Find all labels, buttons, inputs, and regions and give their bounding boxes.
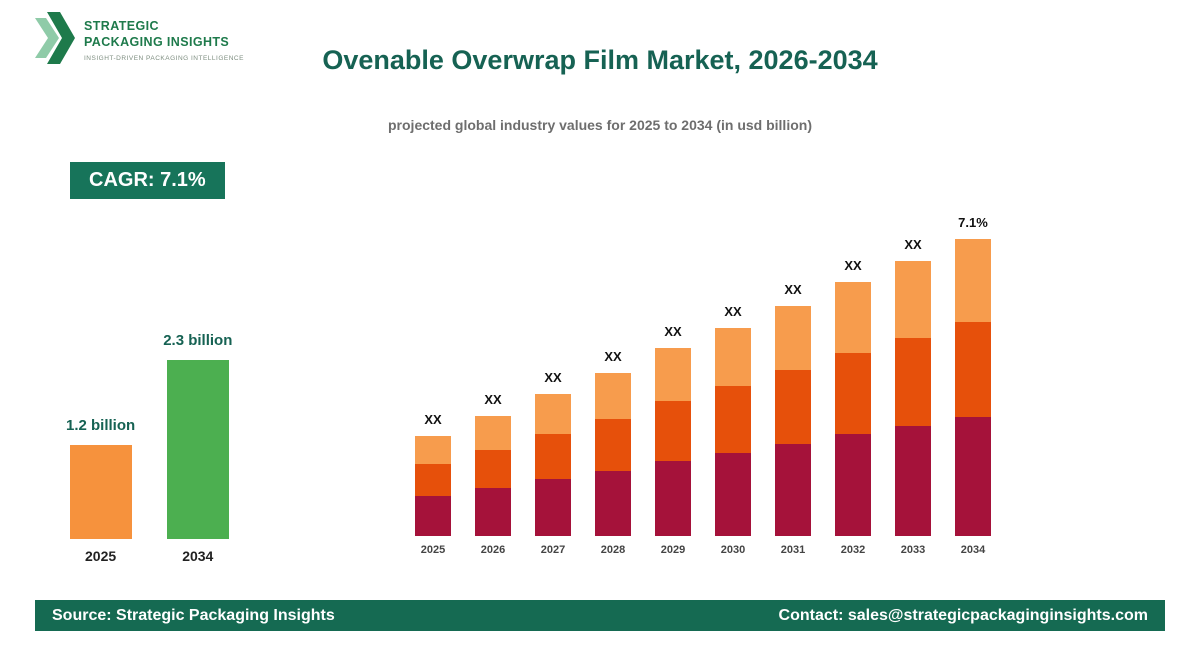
bar-year-label: 2025 — [85, 548, 117, 564]
bar-value-label: XX — [904, 237, 922, 252]
segment-middle — [415, 464, 451, 496]
comparison-bar-group: 1.2 billion 2025 — [66, 417, 135, 564]
stacked-bar — [955, 239, 991, 536]
bar-value-label: XX — [544, 370, 562, 385]
bar-year-label: 2031 — [780, 544, 806, 556]
segment-top — [715, 328, 751, 386]
bar-year-label: 2026 — [480, 544, 506, 556]
segment-top — [955, 239, 991, 322]
bar-value-label: 2.3 billion — [163, 332, 233, 349]
bar-value-label: XX — [784, 282, 802, 297]
bar-value-label: XX — [664, 324, 682, 339]
segment-top — [415, 436, 451, 464]
segment-middle — [835, 353, 871, 434]
bar-value-label: 7.1% — [958, 215, 988, 230]
stacked-bar-group: XX 2031 — [775, 282, 811, 556]
bar-year-label: 2032 — [840, 544, 866, 556]
logo-chevron-icon — [35, 12, 75, 69]
segment-top — [535, 394, 571, 434]
segment-top — [595, 373, 631, 419]
stacked-bar — [835, 282, 871, 536]
stacked-bar — [535, 394, 571, 536]
logo-name-line2: PACKAGING INSIGHTS — [84, 35, 230, 49]
stacked-bar-group: XX 2030 — [715, 304, 751, 556]
bar-value-label: XX — [424, 412, 442, 427]
segment-bottom — [415, 496, 451, 536]
segment-middle — [895, 338, 931, 426]
bar-year-label: 2025 — [420, 544, 446, 556]
bar-year-label: 2034 — [960, 544, 986, 556]
segment-bottom — [715, 453, 751, 536]
logo-tagline: INSIGHT-DRIVEN PACKAGING INTELLIGENCE — [84, 54, 244, 62]
segment-middle — [715, 386, 751, 453]
segment-bottom — [775, 444, 811, 536]
segment-middle — [655, 401, 691, 461]
bar-value-label: 1.2 billion — [66, 417, 136, 434]
stacked-chart: XX 2025 XX 2026 XX 2027 XX 2028 XX 2029 XX 2030 XX 20… — [415, 215, 991, 556]
bar-value-label: XX — [604, 349, 622, 364]
comparison-bar — [69, 445, 132, 539]
bar-value-label: XX — [484, 392, 502, 407]
segment-top — [835, 282, 871, 353]
logo-name-line1: STRATEGIC — [84, 19, 159, 34]
bar-year-label: 2029 — [660, 544, 686, 556]
bar-year-label: 2028 — [600, 544, 626, 556]
footer-bar: Source: Strategic Packaging Insights Con… — [35, 600, 1165, 631]
segment-middle — [775, 370, 811, 444]
segment-middle — [955, 322, 991, 417]
stacked-bar — [655, 348, 691, 536]
stacked-bar-group: XX 2032 — [835, 258, 871, 556]
segment-bottom — [595, 471, 631, 536]
bar-year-label: 2027 — [540, 544, 566, 556]
stacked-bar-group: XX 2027 — [535, 370, 571, 556]
footer-source-text: Source: Strategic Packaging Insights — [52, 606, 335, 624]
stacked-bar — [475, 416, 511, 536]
stacked-bar — [895, 261, 931, 536]
cagr-badge: CAGR: 7.1% — [70, 162, 225, 199]
segment-bottom — [655, 461, 691, 536]
segment-top — [475, 416, 511, 450]
segment-top — [655, 348, 691, 401]
bar-value-label: XX — [844, 258, 862, 273]
segment-top — [775, 306, 811, 370]
segment-bottom — [475, 488, 511, 536]
segment-bottom — [535, 479, 571, 536]
segment-middle — [535, 434, 571, 479]
segment-bottom — [835, 434, 871, 536]
stacked-bar-group: XX 2033 — [895, 237, 931, 556]
stacked-bar-group: XX 2026 — [475, 392, 511, 556]
segment-middle — [595, 419, 631, 471]
footer-contact-text: Contact: sales@strategicpackaginginsight… — [778, 606, 1148, 624]
segment-bottom — [895, 426, 931, 536]
stacked-bar-group: 7.1% 2034 — [955, 215, 991, 556]
page-subtitle: projected global industry values for 202… — [388, 117, 812, 133]
bar-value-label: XX — [724, 304, 742, 319]
stacked-bar — [415, 436, 451, 536]
comparison-chart: 1.2 billion 2025 2.3 billion 2034 — [66, 332, 232, 564]
stacked-bar-group: XX 2028 — [595, 349, 631, 556]
page-title: Ovenable Overwrap Film Market, 2026-2034 — [322, 45, 878, 75]
comparison-bar — [166, 360, 229, 539]
bar-year-label: 2033 — [900, 544, 926, 556]
stacked-bar — [595, 373, 631, 536]
segment-top — [895, 261, 931, 338]
stacked-bar — [715, 328, 751, 536]
stacked-bar-group: XX 2025 — [415, 412, 451, 556]
bar-year-label: 2030 — [720, 544, 746, 556]
brand-logo: STRATEGIC PACKAGING INSIGHTS INSIGHT-DRI… — [35, 12, 244, 69]
comparison-bar-group: 2.3 billion 2034 — [163, 332, 232, 564]
logo-text: STRATEGIC PACKAGING INSIGHTS INSIGHT-DRI… — [84, 19, 244, 61]
segment-bottom — [955, 417, 991, 536]
segment-middle — [475, 450, 511, 488]
bar-year-label: 2034 — [182, 548, 214, 564]
stacked-bar — [775, 306, 811, 536]
stacked-bar-group: XX 2029 — [655, 324, 691, 556]
